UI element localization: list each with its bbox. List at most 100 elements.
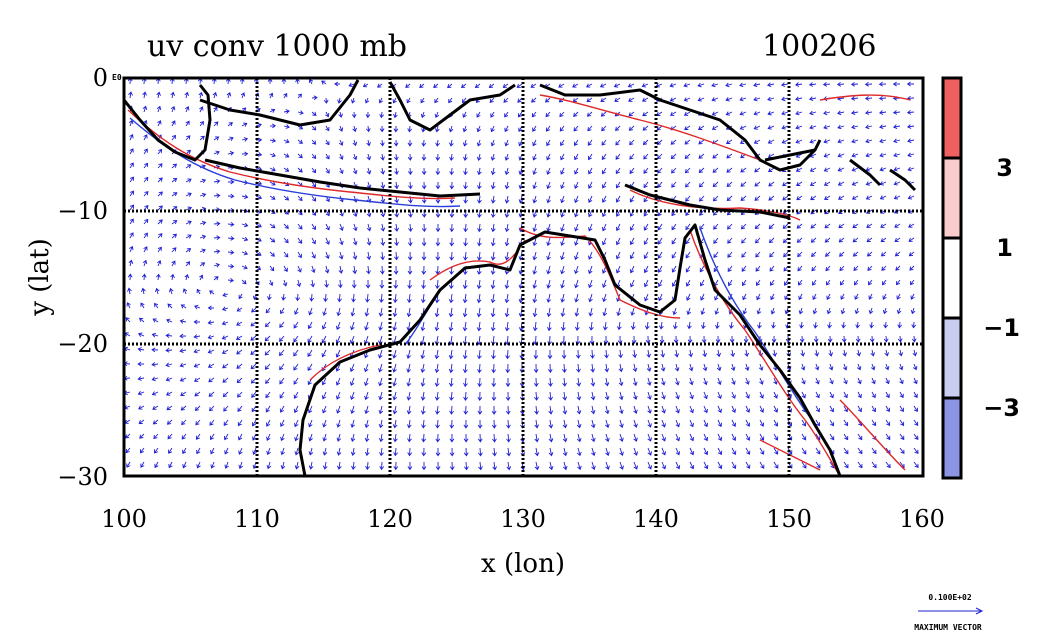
wind-vector <box>392 405 398 415</box>
wind-vector <box>221 349 229 354</box>
wind-vector <box>476 153 482 161</box>
wind-vector <box>323 97 329 104</box>
wind-vector <box>365 111 371 119</box>
wind-vector <box>477 363 482 374</box>
wind-vector <box>165 333 173 338</box>
wind-vector <box>879 138 887 144</box>
wind-vector <box>127 287 132 295</box>
wind-vector <box>824 195 831 200</box>
wind-vector <box>670 111 677 116</box>
wind-vector <box>897 335 903 343</box>
wind-vector <box>434 391 440 401</box>
wind-vector <box>488 83 495 89</box>
wind-vector <box>913 405 918 412</box>
wind-vector <box>657 237 663 245</box>
plot-frame <box>122 76 925 478</box>
wind-vector <box>406 405 412 415</box>
wind-vector <box>546 251 551 261</box>
wind-vector <box>463 447 469 457</box>
wind-vector <box>280 433 285 442</box>
wind-vector <box>324 279 329 288</box>
wind-vector <box>601 167 607 175</box>
wind-vector <box>477 419 483 429</box>
wind-vector <box>562 433 568 443</box>
wind-vector <box>349 335 355 345</box>
wind-vector <box>870 349 876 357</box>
wind-vector <box>812 307 818 315</box>
wind-vector <box>171 163 178 169</box>
wind-vector <box>199 135 205 141</box>
wind-vector <box>546 293 552 303</box>
wind-vector <box>878 81 887 87</box>
wind-vector <box>546 307 552 318</box>
wind-vector <box>297 167 303 173</box>
wind-vector <box>574 279 579 289</box>
wind-vector <box>703 433 709 442</box>
wind-vector <box>407 279 413 290</box>
wind-vector <box>265 391 271 399</box>
wind-vector <box>600 97 607 102</box>
wind-vector <box>463 167 468 176</box>
wind-vector <box>352 251 358 260</box>
wind-vector <box>534 405 539 415</box>
wind-vector <box>745 405 750 413</box>
wind-vector <box>311 265 316 274</box>
wind-vector <box>839 265 845 272</box>
wind-vector <box>168 287 174 295</box>
wind-vector <box>251 307 257 313</box>
wind-vector <box>435 224 441 233</box>
wind-vector <box>661 405 666 414</box>
wind-vector <box>350 433 356 442</box>
wind-vector <box>170 91 176 99</box>
wind-vector <box>885 391 890 399</box>
wind-vector <box>882 307 888 315</box>
wind-vector <box>562 391 568 401</box>
wind-vector <box>588 279 593 289</box>
wind-vector <box>781 110 789 116</box>
wind-vector <box>448 377 454 388</box>
wind-vector <box>335 321 341 331</box>
wind-vector <box>560 265 565 275</box>
wind-vector <box>642 139 649 146</box>
wind-vector <box>435 153 441 162</box>
wind-vector <box>339 223 344 231</box>
wind-vector <box>335 349 341 358</box>
wind-vector <box>311 139 317 145</box>
wind-vector <box>463 405 469 415</box>
wind-vector <box>337 279 343 289</box>
wind-vector <box>548 433 554 443</box>
wind-vector <box>236 321 243 326</box>
wind-vector <box>687 335 693 344</box>
wind-vector <box>336 405 341 414</box>
wind-vector <box>279 363 285 371</box>
wind-vector <box>283 138 290 144</box>
wind-vector <box>854 293 859 300</box>
colorbar-segment <box>943 398 961 478</box>
wind-vector <box>322 433 327 442</box>
wind-vector <box>207 334 215 340</box>
wind-vector <box>810 195 817 201</box>
wind-vector <box>478 461 483 471</box>
wind-vector <box>165 347 173 353</box>
wind-vector <box>185 220 192 225</box>
wind-vector <box>588 167 593 175</box>
wind-vector <box>213 193 221 198</box>
wind-vector <box>156 105 162 113</box>
wind-vector <box>798 293 803 301</box>
wind-vector <box>856 363 862 371</box>
wind-vector <box>196 288 201 295</box>
wind-vector <box>504 237 510 247</box>
wind-vector <box>492 461 498 471</box>
wind-vector <box>647 433 652 442</box>
wind-vector <box>913 433 919 440</box>
wind-vector <box>698 139 705 145</box>
wind-vector <box>279 335 285 342</box>
wind-vector <box>809 110 817 116</box>
y-tick-label: 0 <box>93 64 108 92</box>
wind-vector <box>350 405 355 414</box>
wind-vector <box>193 363 201 368</box>
wind-vector <box>236 307 243 312</box>
wind-vector <box>573 111 579 117</box>
wind-vector <box>698 125 705 130</box>
wind-vector <box>590 405 596 415</box>
